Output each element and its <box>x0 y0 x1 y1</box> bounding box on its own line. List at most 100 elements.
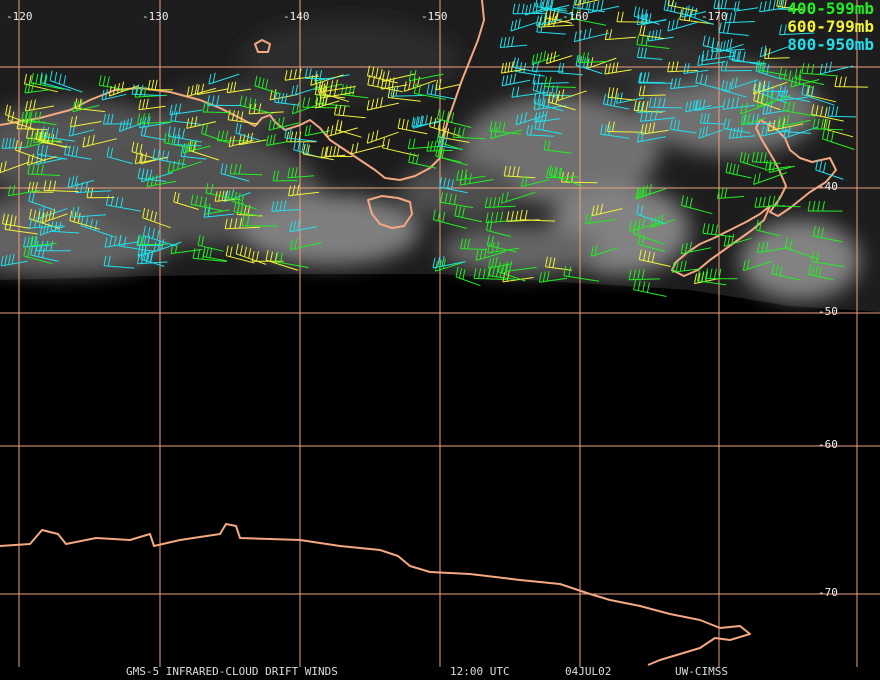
wind-barbs <box>0 0 869 297</box>
wind-barb <box>500 61 526 74</box>
wind-barb <box>532 80 559 99</box>
wind-barb <box>819 61 854 75</box>
wind-barb <box>764 48 790 59</box>
wind-barb <box>180 146 207 160</box>
wind-barb <box>776 0 806 11</box>
wind-barb <box>526 124 554 137</box>
wind-barb <box>435 79 460 91</box>
wind-barb <box>637 234 666 252</box>
wind-barb <box>702 35 735 54</box>
wind-barb <box>511 86 547 98</box>
date-caption: 04JUL02 <box>565 665 612 678</box>
wind-barb <box>439 177 468 194</box>
wind-barb <box>487 241 520 254</box>
wind-barb <box>473 268 507 280</box>
wind-barb <box>546 51 573 65</box>
wind-barb <box>538 271 568 283</box>
wind-barb <box>754 196 785 208</box>
wind-barb <box>408 69 444 82</box>
wind-barb <box>289 220 317 233</box>
wind-barb <box>633 6 660 25</box>
wind-barb <box>636 34 670 49</box>
wind-barb <box>190 194 224 212</box>
wind-barb <box>784 237 820 260</box>
wind-barb <box>702 223 734 238</box>
wind-barb <box>407 138 442 150</box>
wind-barb <box>722 97 756 110</box>
wind-barb <box>251 251 284 262</box>
wind-barb <box>432 256 466 269</box>
wind-barb <box>75 182 112 194</box>
wind-barb <box>489 127 523 139</box>
wind-barb <box>812 226 843 243</box>
wind-barb <box>304 124 331 137</box>
wind-barb <box>101 89 127 101</box>
wind-barb <box>776 89 808 101</box>
wind-barb <box>723 118 751 134</box>
wind-barb <box>217 130 247 142</box>
wind-barb <box>768 161 796 174</box>
wind-barb <box>696 270 727 286</box>
wind-barb <box>27 163 61 176</box>
wind-barb <box>220 163 250 182</box>
wind-barb <box>27 153 57 166</box>
wind-barb <box>137 244 162 257</box>
wind-barb <box>713 0 740 10</box>
wind-barb <box>667 18 699 32</box>
wind-barb <box>41 126 76 142</box>
wind-barb <box>35 128 66 148</box>
wind-barb <box>811 251 845 268</box>
wind-barb <box>397 118 428 135</box>
south-island-coast <box>671 205 771 277</box>
wind-barb <box>563 265 600 282</box>
wind-barb <box>452 127 486 140</box>
wind-barb <box>169 103 203 116</box>
wind-barb <box>138 98 166 111</box>
source-caption: UW-CIMSS <box>675 665 728 678</box>
wind-barb <box>287 167 315 179</box>
wind-barb <box>636 131 666 143</box>
wind-barb <box>408 152 437 169</box>
wind-barb <box>640 109 676 122</box>
wind-barb <box>725 162 752 179</box>
wind-barb <box>721 80 747 98</box>
wind-barb <box>140 125 166 141</box>
wind-barb <box>807 200 843 212</box>
wind-barb <box>488 265 516 280</box>
wind-barb <box>778 85 811 103</box>
wind-barb <box>28 190 55 211</box>
wind-barb <box>320 146 346 158</box>
wind-barb <box>67 175 95 188</box>
wind-barb <box>628 269 661 281</box>
wind-barb <box>499 36 528 48</box>
wind-barb <box>86 187 115 199</box>
wind-barb <box>103 255 135 269</box>
wind-barb <box>638 249 671 267</box>
legend-entry-800-950mb: 800-950mb <box>787 35 874 54</box>
wind-barb <box>105 194 141 212</box>
wind-barb <box>801 63 838 77</box>
australia-coast <box>0 0 485 181</box>
wind-barb <box>173 134 202 147</box>
wind-barb <box>315 93 350 107</box>
longitude-label: -120 <box>6 10 33 23</box>
wind-barb <box>202 101 231 114</box>
wind-barb <box>501 73 531 87</box>
wind-barb <box>680 195 713 215</box>
wind-barb <box>225 245 255 264</box>
wind-barb <box>254 75 281 95</box>
wind-barb <box>730 77 759 90</box>
wind-barb <box>680 242 712 255</box>
wind-barb <box>541 0 567 10</box>
wind-barb <box>486 235 517 253</box>
wind-barb <box>153 239 182 253</box>
wind-barb <box>545 256 572 271</box>
wind-barb <box>380 77 408 90</box>
wind-barb <box>607 87 635 101</box>
wind-barb <box>641 13 667 26</box>
wind-barb <box>484 196 516 208</box>
wind-barb <box>759 45 788 58</box>
wind-barb <box>648 97 683 109</box>
